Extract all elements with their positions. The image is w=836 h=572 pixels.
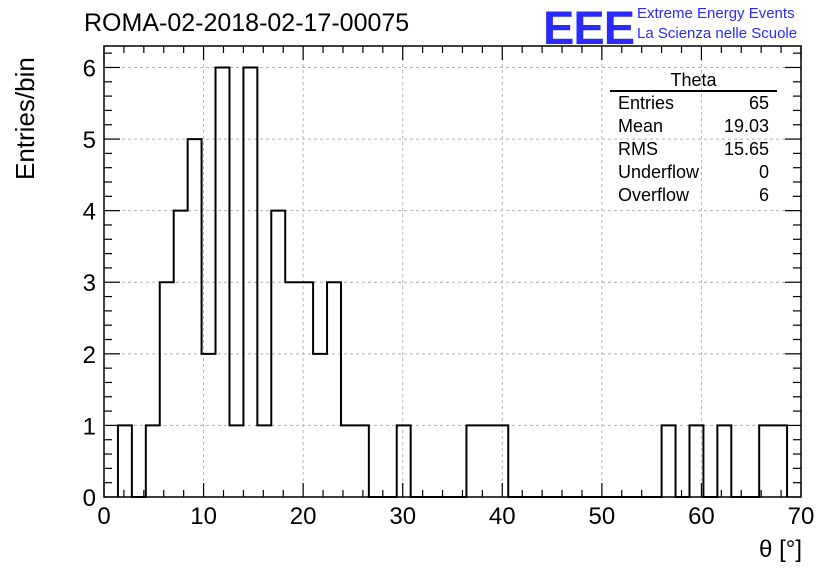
stats-title: Theta [610,70,777,92]
y-tick-label: 6 [83,55,96,82]
histogram-bin [174,211,188,497]
histogram-bin [494,425,508,497]
stats-row-mean: Mean 19.03 [610,115,777,138]
logo-caption: Extreme Energy Events La Scienza nelle S… [637,4,797,44]
run-title: ROMA-02-2018-02-17-00075 [84,9,410,37]
x-axis-label: θ [°] [759,536,802,563]
histogram-bin [466,425,480,497]
stats-row-entries: Entries 65 [610,92,777,115]
histogram-bin [480,425,494,497]
logo-caption-line1: Extreme Energy Events [637,5,795,22]
histogram-bin [188,139,202,497]
y-tick-label: 1 [83,413,96,440]
stats-label: Entries [618,93,675,113]
histogram-bin [327,282,341,497]
stats-box: Theta Entries 65 Mean 19.03 RMS 15.65 Un… [610,70,777,207]
x-tick-label: 30 [389,503,416,530]
histogram-bin [662,425,676,497]
histogram-bin [341,425,355,497]
x-tick-label: 10 [190,503,217,530]
logo-caption-line2: La Scienza nelle Scuole [637,25,798,42]
histogram-bin [118,425,132,497]
plot-frame [103,45,802,498]
stats-value: 15.65 [723,139,769,159]
axes [103,45,802,498]
histogram-bin [216,67,230,497]
eee-logo: EEE [543,1,635,54]
histogram-bin [355,425,369,497]
histogram-outline [116,66,789,498]
stats-value: 0 [758,162,769,182]
histogram-series [116,66,789,498]
x-tick-label: 20 [290,503,317,530]
histogram-bin [299,282,313,497]
stats-row-rms: RMS 15.65 [610,138,777,161]
stats-value: 65 [748,93,769,113]
y-tick-label: 2 [83,342,96,369]
stats-row-underflow: Underflow 0 [610,161,777,184]
x-tick-label: 40 [489,503,516,530]
histogram-bin [717,425,731,497]
x-tick-label: 0 [97,503,110,530]
y-tick-label: 0 [83,485,96,512]
histogram-bin [160,282,174,497]
x-tick-label: 50 [589,503,616,530]
histogram-bin [759,425,773,497]
histogram-bin [257,425,271,497]
stats-value: 19.03 [723,116,769,136]
stats-label: Mean [618,116,664,136]
y-tick-label: 3 [83,270,96,297]
histogram-bin [146,425,160,497]
x-tick-label: 60 [688,503,715,530]
histogram-bin [229,425,243,497]
x-tick-label: 70 [788,503,815,530]
histogram-bin [773,425,787,497]
stats-label: Overflow [618,185,690,205]
stats-value: 6 [758,185,769,205]
histogram-bin [397,425,411,497]
stats-label: RMS [618,139,658,159]
y-tick-label: 5 [83,127,96,154]
stats-label: Underflow [618,162,700,182]
y-tick-label: 4 [83,199,96,226]
histogram-bin [285,282,299,497]
y-axis-label: Entries/bin [10,57,40,180]
stats-row-overflow: Overflow 6 [610,184,777,207]
